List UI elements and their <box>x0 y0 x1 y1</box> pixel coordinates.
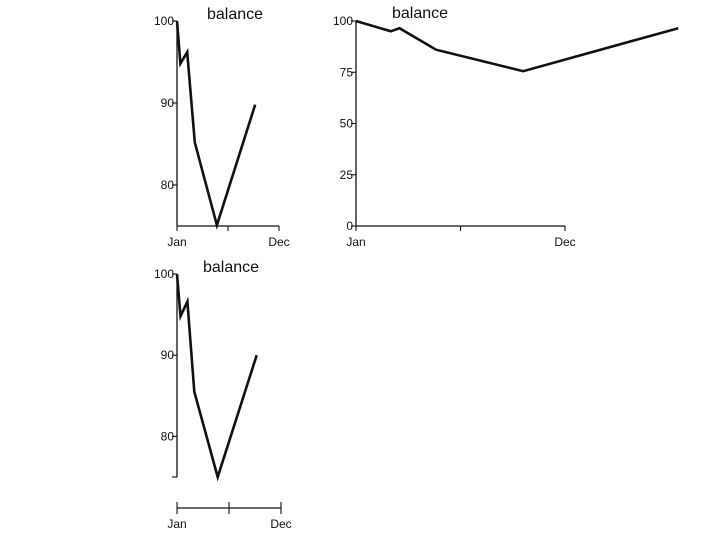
y-tick-label: 75 <box>340 65 354 79</box>
x-tick-label: Jan <box>346 235 365 249</box>
chart-title: balance <box>207 6 263 23</box>
y-tick-label: 90 <box>161 96 175 110</box>
y-tick-label: 100 <box>154 267 174 281</box>
series-line-1 <box>175 273 258 482</box>
series-line-1 <box>175 20 257 230</box>
chart-panel-3: balance 80 90 100 Jan Dec <box>154 259 292 531</box>
x-tick-label: Dec <box>270 517 291 531</box>
x-tick-label: Dec <box>268 235 289 249</box>
chart-title: balance <box>203 259 259 276</box>
y-tick-label: 100 <box>333 14 353 28</box>
chart-title: balance <box>392 5 448 22</box>
series-line-1 <box>355 19 679 73</box>
chart-panel-1: balance 80 90 100 Jan Dec <box>154 6 290 249</box>
y-tick-label: 100 <box>154 14 174 28</box>
y-tick-label: 50 <box>340 117 354 131</box>
x-tick-label: Dec <box>554 235 575 249</box>
y-tick-label: 0 <box>346 219 353 233</box>
y-tick-label: 90 <box>161 348 175 362</box>
x-tick-label: Jan <box>167 517 186 531</box>
y-tick-label: 80 <box>161 178 175 192</box>
y-tick-label: 25 <box>340 168 354 182</box>
y-tick-label: 80 <box>161 429 175 443</box>
x-tick-label: Jan <box>167 235 186 249</box>
chart-panel-2: balance 0 25 50 75 100 Jan Dec <box>333 5 679 249</box>
